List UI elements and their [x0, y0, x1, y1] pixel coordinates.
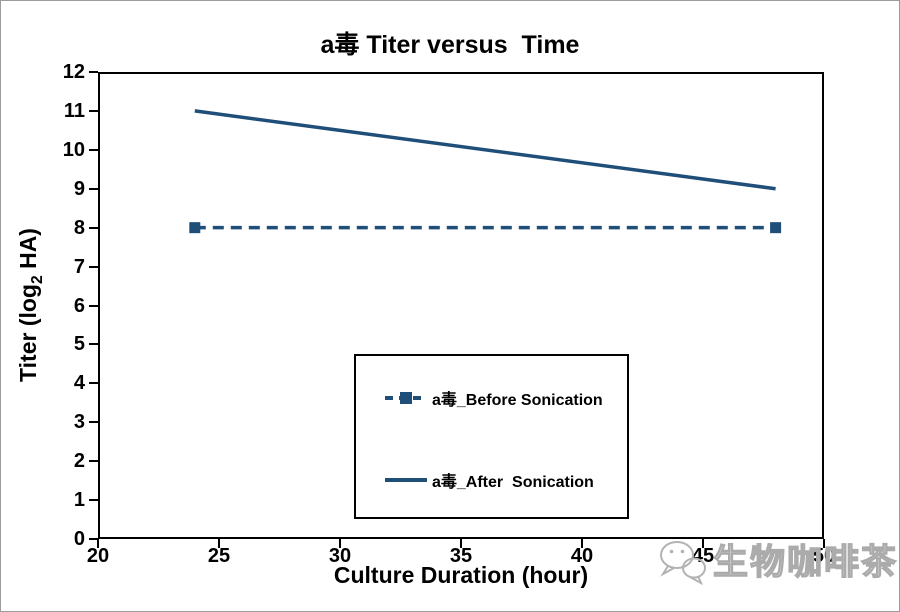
y-tick-mark	[89, 265, 98, 268]
x-tick-mark	[339, 539, 341, 548]
y-tick-label: 11	[63, 99, 85, 122]
x-tick-mark	[581, 539, 583, 548]
y-tick-mark	[89, 343, 98, 346]
y-tick-label: 0	[73, 528, 85, 550]
y-tick-label: 9	[73, 177, 85, 200]
series-line	[194, 109, 776, 191]
y-tick-mark	[89, 148, 98, 151]
y-tick-label: 7	[73, 255, 85, 278]
x-tick-mark	[460, 539, 462, 548]
x-tick-mark	[97, 539, 99, 548]
y-tick-mark	[89, 421, 98, 424]
y-tick-label: 6	[73, 294, 85, 317]
y-tick-label: 8	[73, 216, 85, 239]
y-tick-mark	[89, 382, 98, 385]
dashed-line-square-marker-icon	[385, 392, 427, 404]
y-tick-label: 3	[73, 411, 85, 434]
y-tick-label: 10	[62, 138, 85, 161]
y-tick-label: 2	[73, 450, 85, 473]
solid-line-icon	[385, 478, 427, 482]
x-tick-mark	[823, 539, 825, 548]
legend-entry-after-sonication: a毒_After Sonication	[385, 468, 594, 492]
data-point-marker	[770, 222, 782, 234]
chart-title: a毒 Titer versus Time	[320, 31, 580, 59]
x-tick-label: 25	[207, 545, 231, 567]
legend-entry-before-sonication: a毒_Before Sonication	[385, 386, 603, 410]
legend: a毒_Before Sonication a毒_After Sonication	[354, 354, 629, 519]
y-tick-mark	[89, 109, 98, 112]
y-tick-label: 12	[62, 61, 85, 83]
y-tick-mark	[89, 187, 98, 190]
x-axis-title: Culture Duration (hour)	[333, 562, 589, 588]
x-tick-mark	[218, 539, 220, 548]
x-tick-label: 50	[812, 545, 836, 567]
y-tick-label: 4	[73, 372, 85, 395]
series-plot	[189, 109, 782, 234]
data-point-marker	[189, 222, 201, 234]
x-tick-label: 40	[570, 545, 594, 567]
x-tick-mark	[702, 539, 704, 548]
x-tick-label: 20	[86, 545, 110, 567]
x-tick-label: 35	[449, 545, 473, 567]
y-tick-mark	[89, 460, 98, 463]
y-tick-mark	[89, 538, 98, 540]
y-tick-mark	[89, 226, 98, 229]
y-tick-mark	[89, 499, 98, 502]
y-tick-label: 5	[73, 333, 85, 356]
y-tick-mark	[89, 71, 98, 73]
y-tick-label: 1	[73, 489, 85, 512]
x-tick-label: 30	[328, 545, 352, 567]
legend-label: a毒_After Sonication	[432, 474, 594, 491]
y-tick-mark	[89, 304, 98, 307]
legend-label: a毒_Before Sonication	[432, 392, 603, 409]
